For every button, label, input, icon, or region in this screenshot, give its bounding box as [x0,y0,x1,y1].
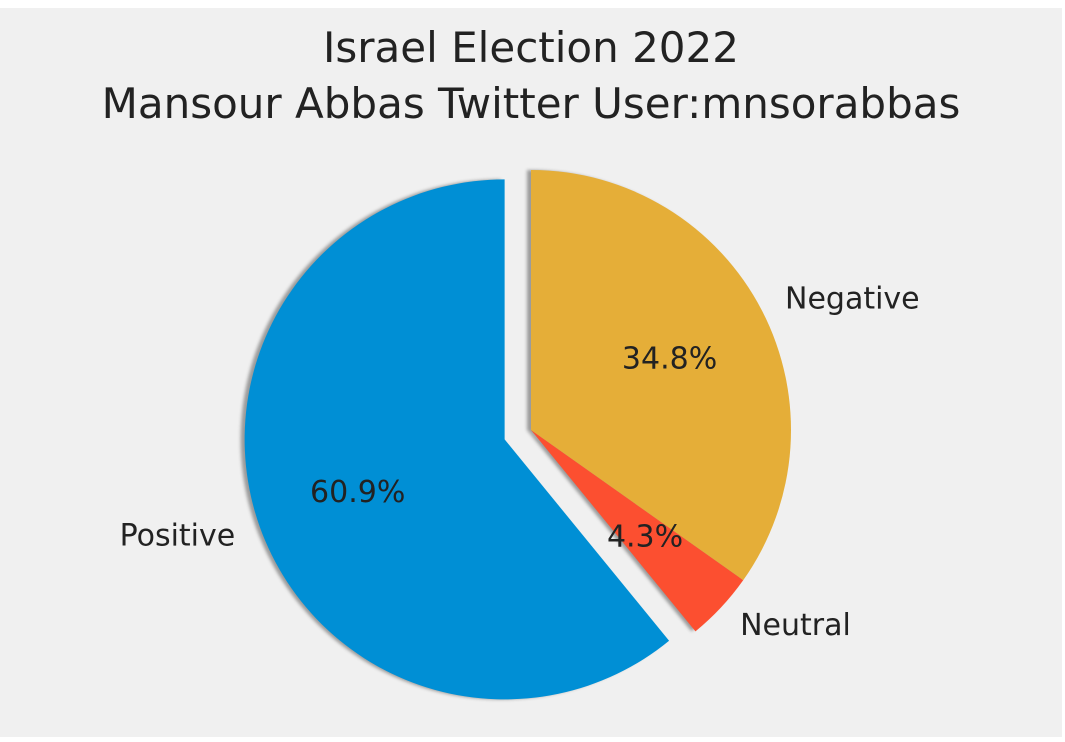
pie-slice-neutral [531,430,744,632]
slice-label-neutral: Neutral [740,608,851,643]
chart-title: Israel Election 2022 [323,23,739,72]
chart-subtitle: Mansour Abbas Twitter User:mnsorabbas [102,79,961,128]
slice-percent-negative: 34.8% [622,341,717,376]
slice-percent-positive: 60.9% [310,475,405,510]
chart-figure: Israel Election 2022 Mansour Abbas Twitt… [0,8,1062,737]
pie-slice-negative [531,170,792,581]
pie-slice-positive [244,179,670,700]
pie-slices [244,170,792,700]
slice-label-positive: Positive [120,518,236,553]
slice-label-negative: Negative [785,282,920,317]
slice-percent-neutral: 4.3% [607,519,683,554]
pie-labels: Positive 60.9% Neutral 4.3% Negative 34.8% [120,282,920,644]
pie-chart: Israel Election 2022 Mansour Abbas Twitt… [102,23,961,700]
